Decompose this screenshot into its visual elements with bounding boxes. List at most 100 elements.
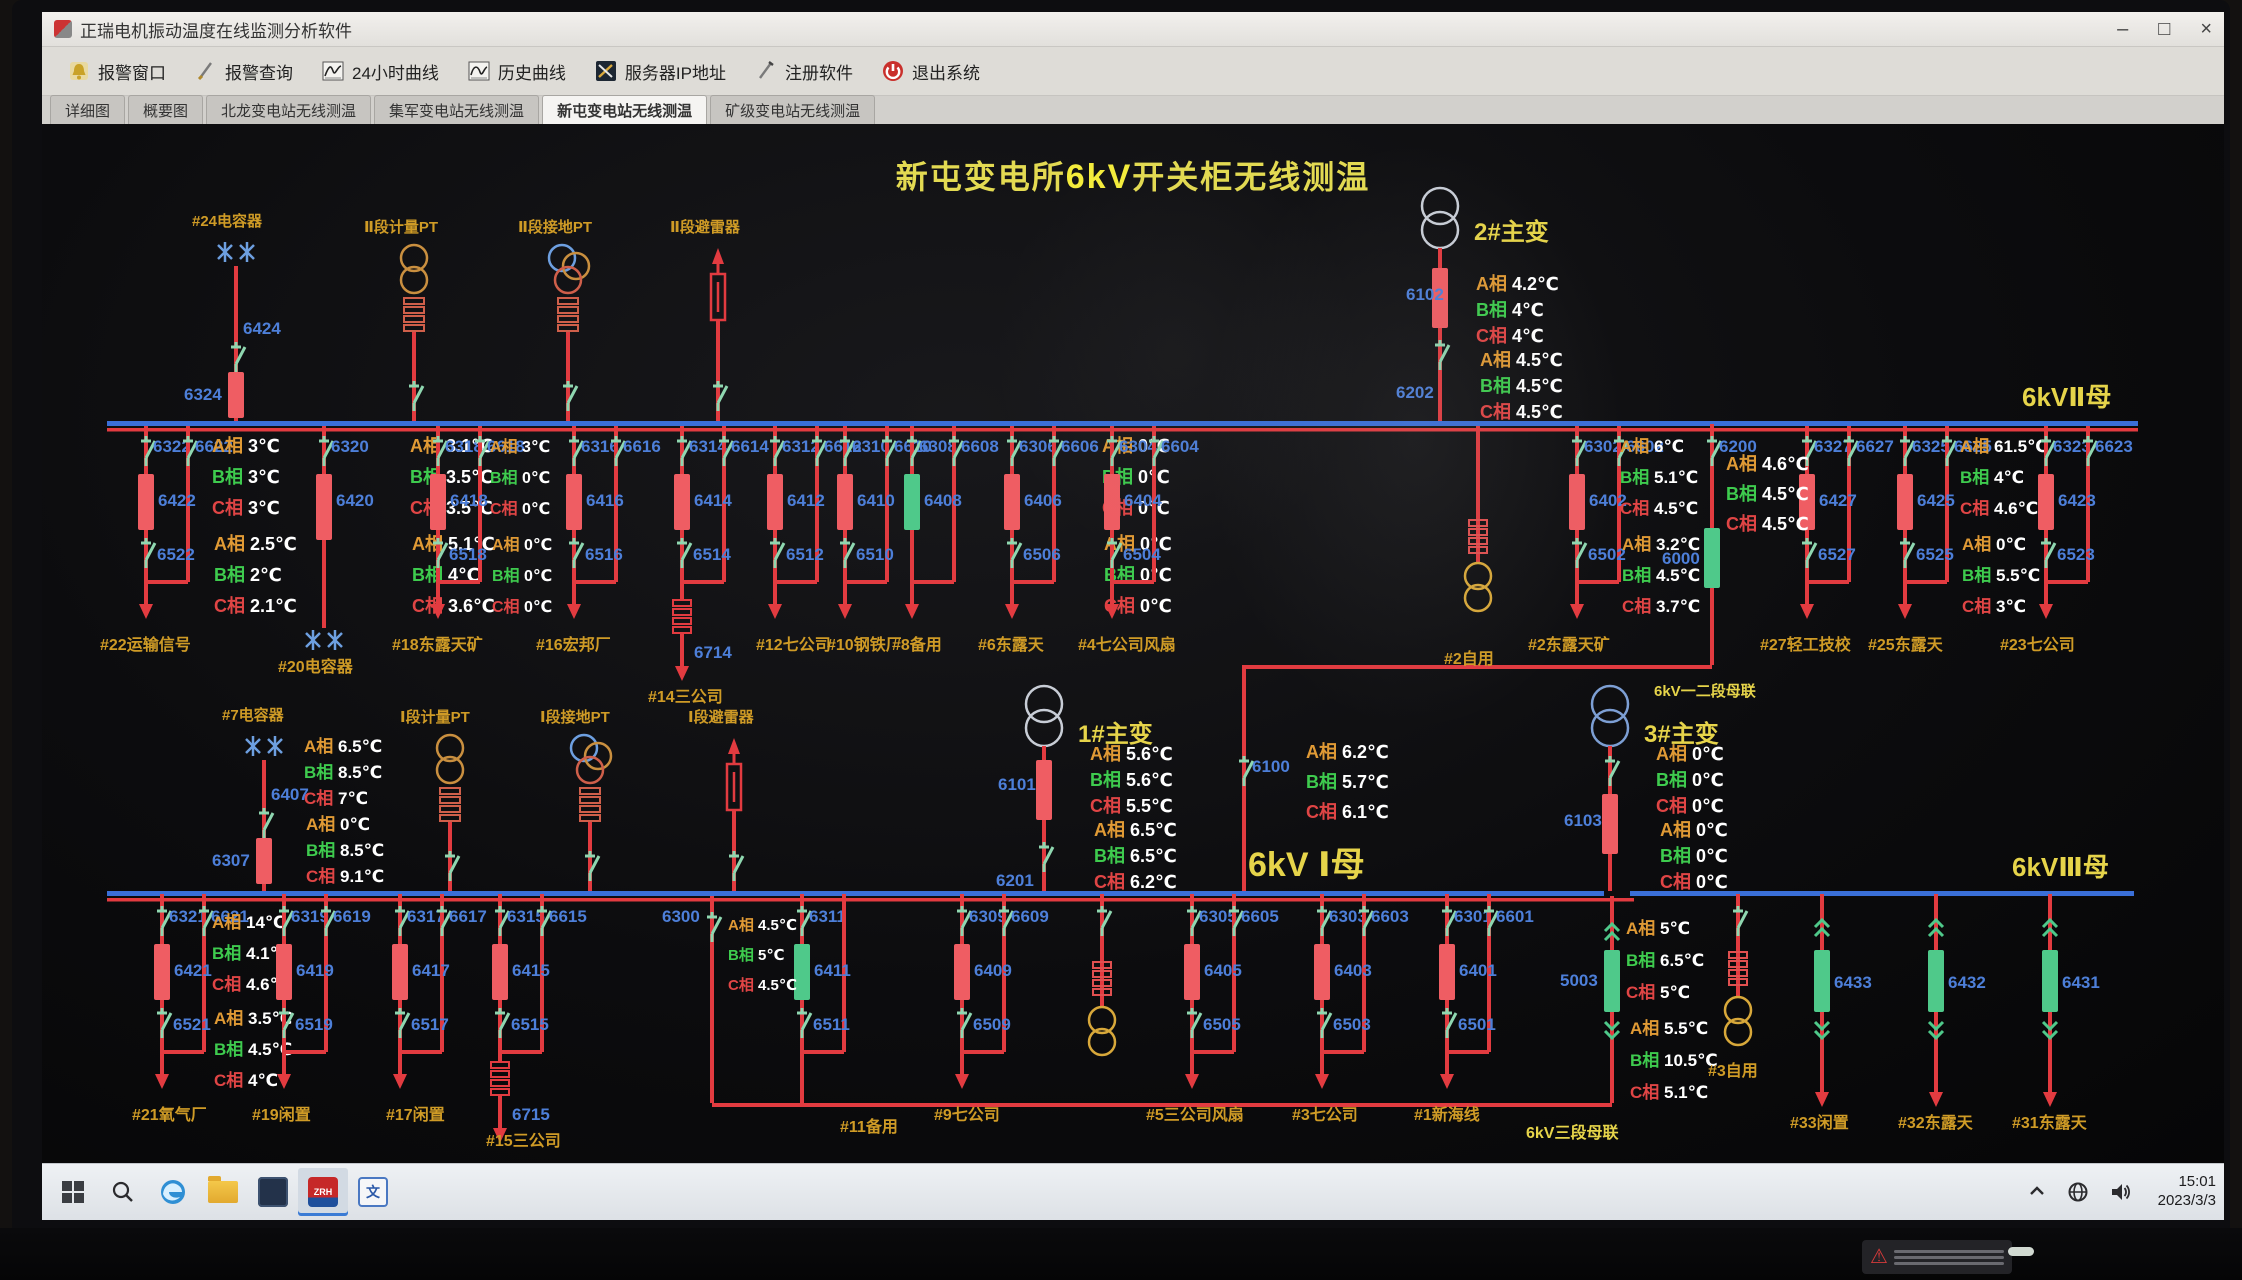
breaker-body[interactable] [1184,944,1200,1000]
breaker[interactable]: 6410 [837,474,895,530]
breaker[interactable]: 6432 [1928,950,1986,1012]
disconnector-switch[interactable] [1802,436,1818,466]
disconnector-switch[interactable] [1107,538,1123,568]
breaker[interactable] [256,838,272,884]
breaker[interactable]: 6421 [154,944,212,1000]
breaker[interactable]: 5003 [1560,950,1620,1012]
network-icon[interactable] [2066,1180,2090,1204]
disconnector-switch[interactable] [1007,436,1023,466]
breaker[interactable]: 6403 [1314,944,1372,1000]
disconnector-switch[interactable] [395,906,411,936]
disconnector-switch[interactable] [157,906,173,936]
disconnector-switch[interactable] [433,436,449,466]
breaker-body[interactable] [954,944,970,1000]
breaker-body[interactable] [1432,268,1448,328]
disconnector-switch[interactable] [141,538,157,568]
breaker[interactable]: 6406 [1004,474,1062,530]
breaker-body[interactable] [1704,528,1720,588]
app-zrh-button[interactable]: ZRH [298,1168,348,1216]
breaker[interactable]: 6427 [1799,474,1857,530]
breaker[interactable]: 6405 [1184,944,1242,1000]
breaker-body[interactable] [1602,794,1618,854]
disconnector-switch[interactable] [797,906,813,936]
disconnector-switch[interactable] [1605,756,1621,786]
disconnector-switch[interactable] [1107,436,1123,466]
disconnector-switch[interactable] [1614,436,1630,466]
breaker[interactable]: 6101 [998,760,1052,820]
breaker-body[interactable] [2038,474,2054,530]
app-docs-button[interactable]: 文 [348,1168,398,1216]
breaker-body[interactable] [2042,950,2058,1012]
disconnector-switch[interactable] [1187,906,1203,936]
tab-4[interactable]: 新屯变电站无线测温 [542,95,708,126]
disconnector-switch[interactable] [1359,906,1375,936]
tab-1[interactable]: 概要图 [128,95,204,126]
breaker[interactable]: 6417 [392,944,450,1000]
breaker-body[interactable] [316,474,332,540]
breaker[interactable]: 6425 [1897,474,1955,530]
breaker-body[interactable] [1569,474,1585,530]
breaker-body[interactable] [1104,474,1120,530]
toolbar-item-1[interactable]: 报警查询 [185,56,302,87]
breaker[interactable]: 6102 [1406,268,1448,328]
toolbar-item-4[interactable]: 服务器IP地址 [585,56,735,87]
breaker-body[interactable] [256,838,272,884]
disconnector-switch[interactable] [1097,906,1113,936]
disconnector-switch[interactable] [437,906,453,936]
disconnector-switch[interactable] [2083,436,2099,466]
disconnector-switch[interactable] [319,436,335,466]
breaker-body[interactable] [904,474,920,530]
disconnector-switch[interactable] [563,381,579,411]
breaker[interactable] [228,372,244,418]
disconnector-switch[interactable] [957,906,973,936]
breaker[interactable]: 6420 [316,474,374,540]
breaker[interactable]: 6423 [2038,474,2096,530]
disconnector-switch[interactable] [1942,436,1958,466]
app-dark-button[interactable] [248,1168,298,1216]
disconnector-switch[interactable] [770,538,786,568]
disconnector-switch[interactable] [1900,538,1916,568]
disconnector-switch[interactable] [157,1008,173,1038]
breaker-body[interactable] [1036,760,1052,820]
disconnector-switch[interactable] [321,906,337,936]
disconnector-switch[interactable] [1572,436,1588,466]
toolbar-item-3[interactable]: 历史曲线 [458,56,575,87]
breaker-body[interactable] [794,944,810,1000]
disconnector-switch[interactable] [1900,436,1916,466]
volume-icon[interactable] [2108,1180,2132,1204]
disconnector-switch[interactable] [1572,538,1588,568]
disconnector-switch[interactable] [999,906,1015,936]
disconnector-switch[interactable] [1442,906,1458,936]
disconnector-switch[interactable] [770,436,786,466]
disconnector-switch[interactable] [409,381,425,411]
disconnector-switch[interactable] [1229,906,1245,936]
breaker-body[interactable] [276,944,292,1000]
disconnector-switch[interactable] [2041,538,2057,568]
disconnector-switch[interactable] [1733,906,1749,936]
tab-5[interactable]: 矿级变电站无线测温 [710,95,876,126]
disconnector-switch[interactable] [1435,340,1451,370]
breaker[interactable]: 6103 [1564,794,1618,854]
breaker[interactable]: 6409 [954,944,1012,1000]
search-button[interactable] [98,1168,148,1216]
breaker[interactable]: 6411 [794,944,851,1000]
breaker-body[interactable] [837,474,853,530]
disconnector-switch[interactable] [719,436,735,466]
breaker[interactable]: 6419 [276,944,334,1000]
disconnector-switch[interactable] [729,851,745,881]
breaker-body[interactable] [492,944,508,1000]
breaker[interactable]: 6416 [566,474,624,530]
breaker[interactable]: 6408 [904,474,962,530]
disconnector-switch[interactable] [1442,1008,1458,1038]
breaker-body[interactable] [1928,950,1944,1012]
disconnector-switch[interactable] [2041,436,2057,466]
disconnector-switch[interactable] [1707,436,1723,466]
breaker-body[interactable] [392,944,408,1000]
disconnector-switch[interactable] [1484,906,1500,936]
start-button[interactable] [48,1168,98,1216]
disconnector-switch[interactable] [569,538,585,568]
tab-2[interactable]: 北龙变电站无线测温 [206,95,372,126]
breaker-body[interactable] [430,474,446,530]
disconnector-switch[interactable] [611,436,627,466]
disconnector-switch[interactable] [495,906,511,936]
